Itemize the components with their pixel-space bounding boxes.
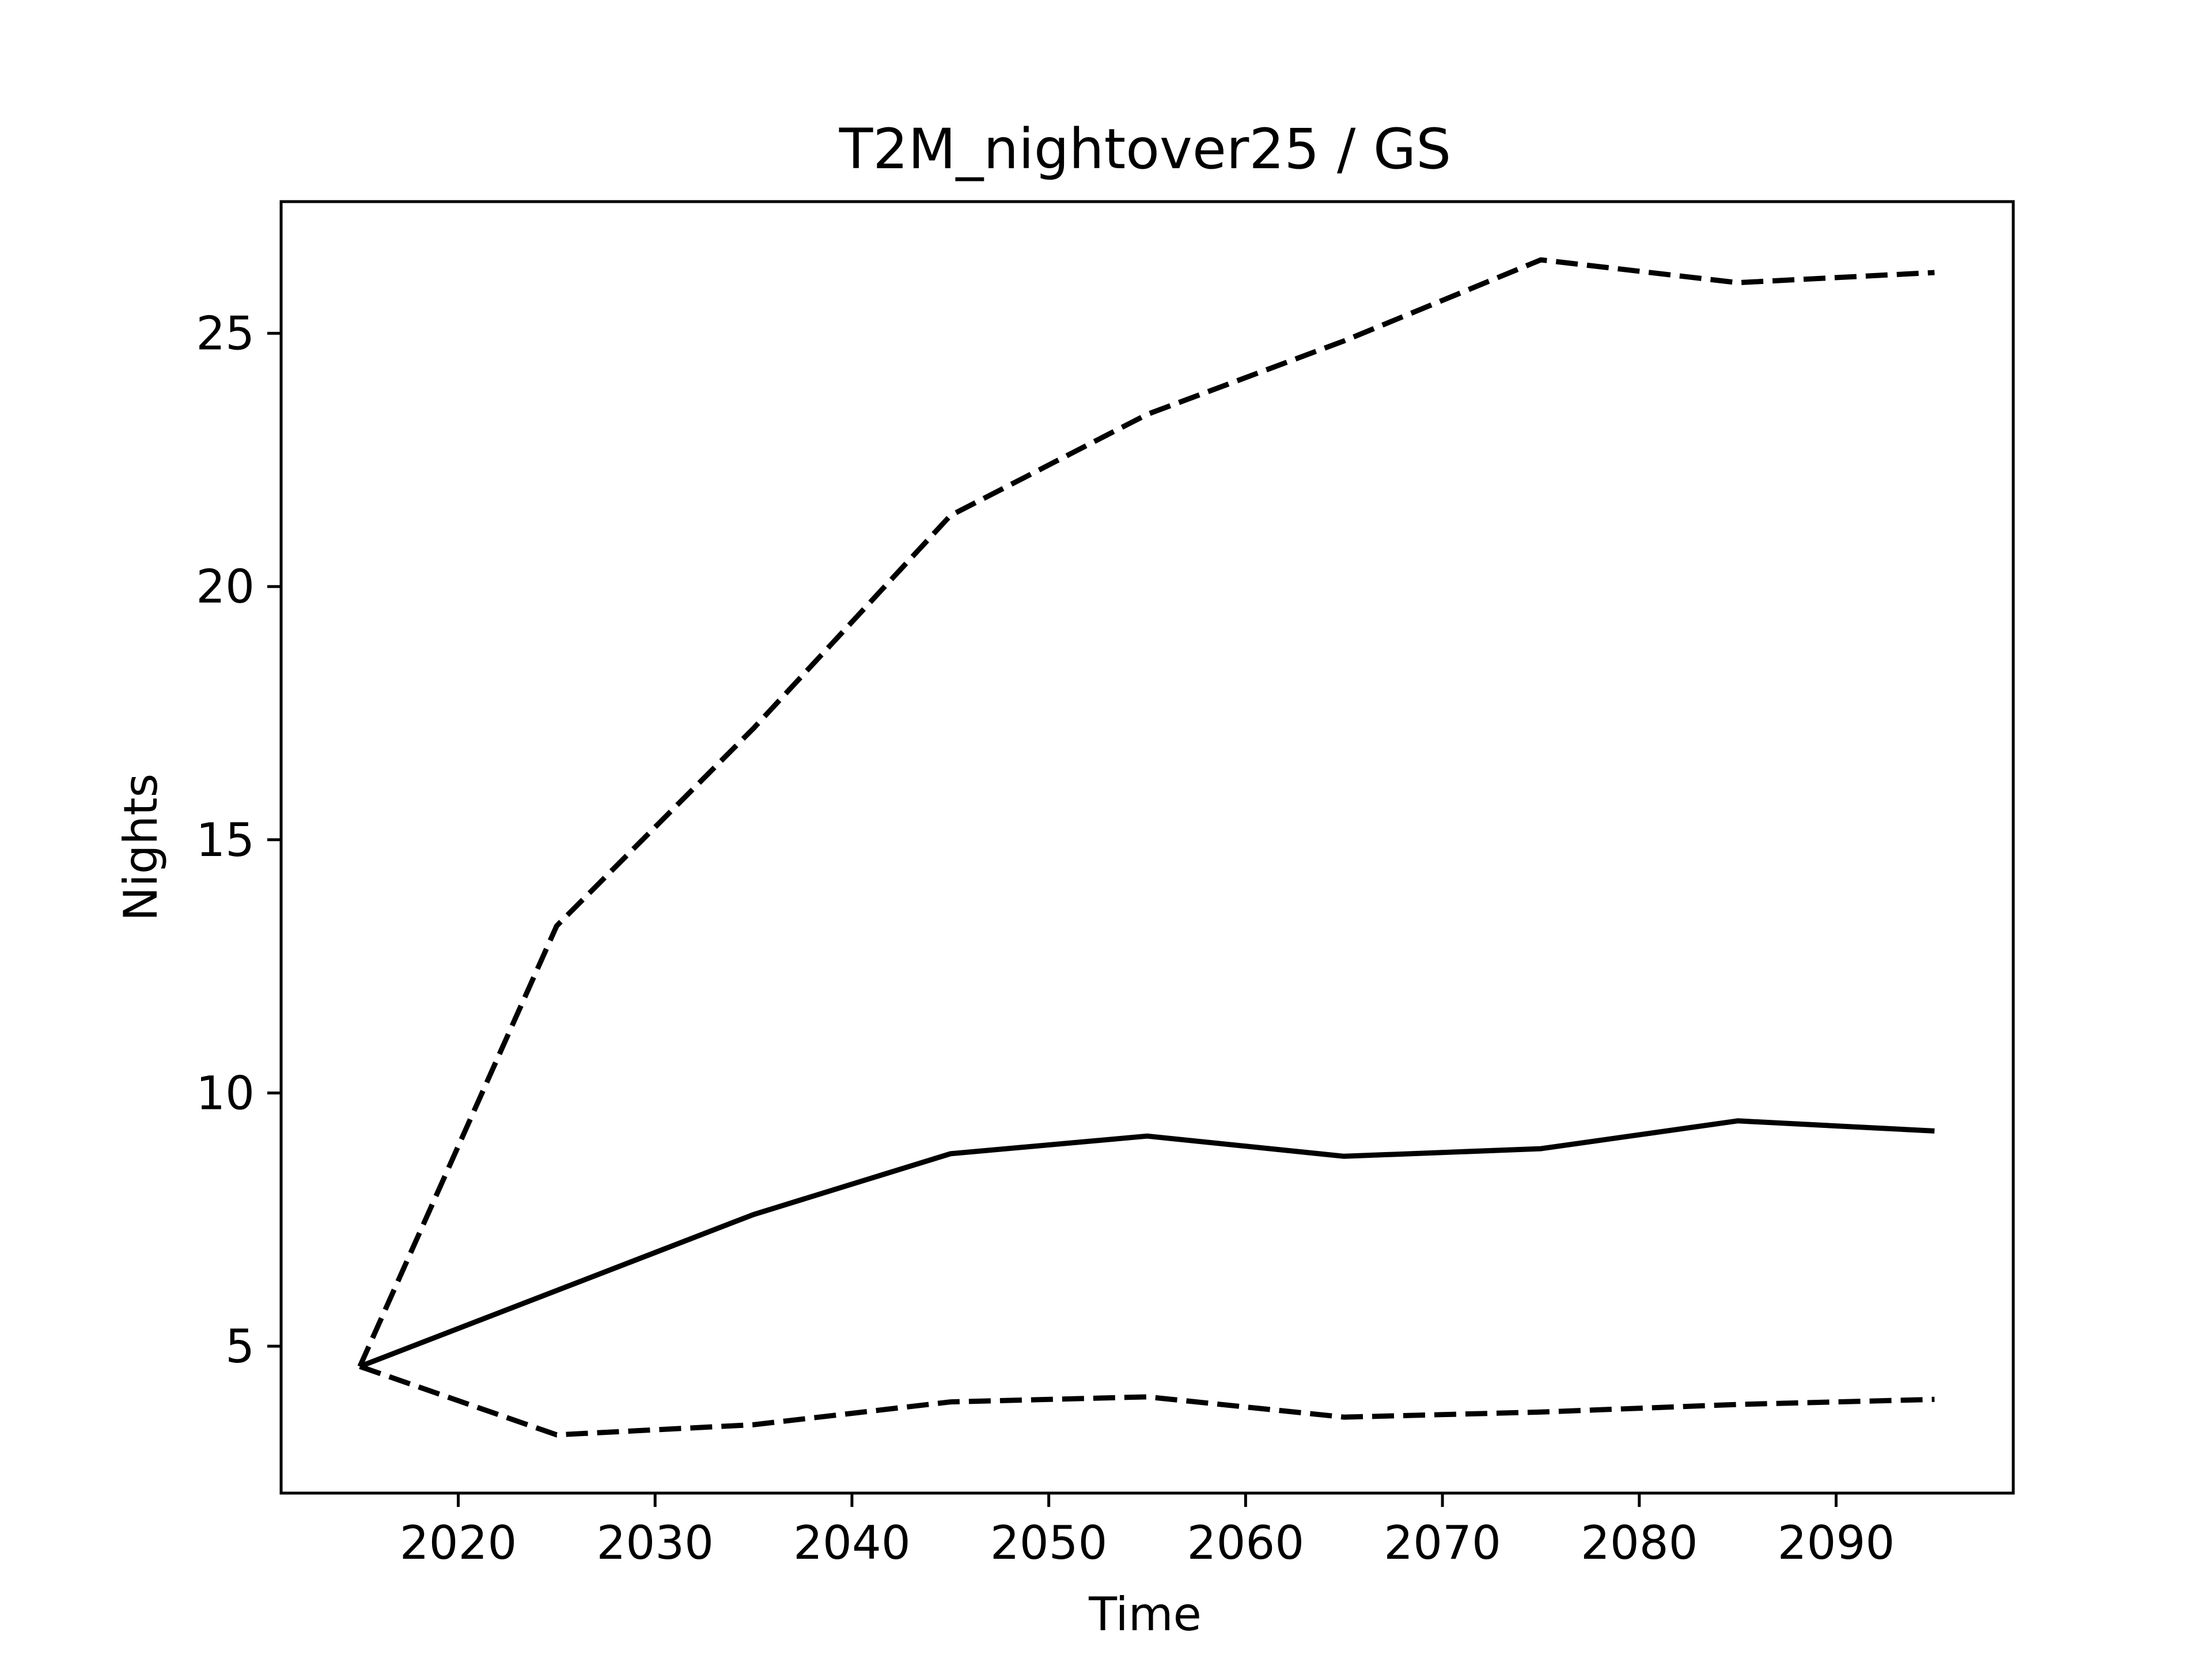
series-line-1 xyxy=(359,1118,1935,1369)
chart-title: T2M_nightover25 / GS xyxy=(839,117,1451,181)
x-tick-label: 2080 xyxy=(1581,1516,1698,1570)
y-axis-label: Nights xyxy=(114,774,168,922)
x-tick-label: 2040 xyxy=(793,1516,911,1570)
y-axis: 5 10 15 20 25 xyxy=(196,307,281,1373)
x-tick-label: 2090 xyxy=(1778,1516,1895,1570)
y-tick-label: 5 xyxy=(225,1320,255,1373)
series-line-2 xyxy=(357,257,1935,1368)
x-tick-label: 2070 xyxy=(1384,1516,1501,1570)
x-tick-label: 2020 xyxy=(400,1516,517,1570)
y-tick-label: 10 xyxy=(196,1066,255,1120)
y-tick-label: 20 xyxy=(196,560,255,613)
plot-frame xyxy=(279,200,2015,1495)
y-tick-label: 25 xyxy=(196,307,255,361)
x-axis-label: Time xyxy=(1088,1588,1202,1641)
x-tick-label: 2060 xyxy=(1187,1516,1305,1570)
x-tick-label: 2050 xyxy=(990,1516,1108,1570)
series-line-3 xyxy=(359,1363,1935,1438)
x-tick-label: 2030 xyxy=(596,1516,714,1570)
x-axis: 2020 2030 2040 2050 2060 2070 2080 2090 xyxy=(400,1493,1895,1570)
plot-marks xyxy=(357,257,1935,1438)
y-tick-label: 15 xyxy=(196,813,255,867)
